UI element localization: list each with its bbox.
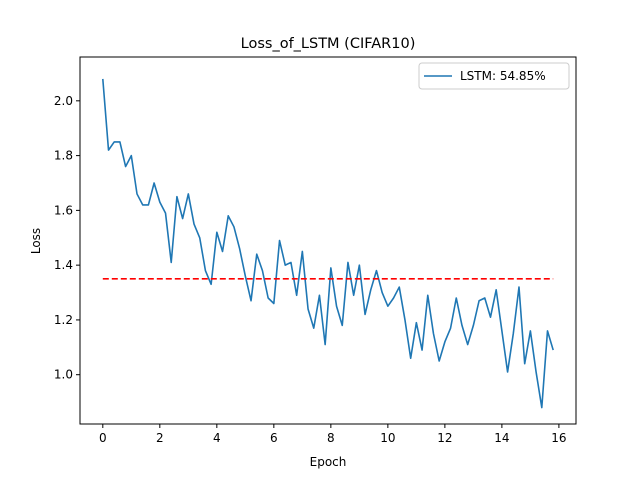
y-tick-label: 1.0 — [54, 368, 73, 382]
x-tick-label: 14 — [494, 431, 509, 445]
plot-area — [102, 78, 554, 409]
y-tick-label: 2.0 — [54, 94, 73, 108]
x-tick-label: 16 — [551, 431, 566, 445]
legend: LSTM: 54.85% — [418, 62, 570, 90]
legend-entry-lstm: LSTM: 54.85% — [460, 69, 546, 83]
legend-box — [418, 62, 570, 90]
y-axis-label: Loss — [29, 228, 43, 254]
y-tick-label: 1.8 — [54, 149, 73, 163]
x-tick-label: 10 — [380, 431, 395, 445]
x-tick-label: 0 — [99, 431, 107, 445]
series-line-lstm — [102, 78, 554, 409]
y-axis: 1.0 1.2 1.4 1.6 1.8 2.0 — [54, 94, 80, 382]
chart-title: Loss_of_LSTM (CIFAR10) — [241, 36, 416, 52]
x-axis: 0 2 4 6 8 10 12 14 16 — [99, 424, 567, 445]
x-tick-label: 2 — [156, 431, 164, 445]
y-tick-label: 1.2 — [54, 313, 73, 327]
x-tick-label: 12 — [437, 431, 452, 445]
y-tick-label: 1.6 — [54, 203, 73, 217]
x-tick-label: 6 — [270, 431, 278, 445]
x-tick-label: 4 — [213, 431, 221, 445]
axes-frame — [79, 56, 577, 425]
x-tick-label: 8 — [327, 431, 335, 445]
x-axis-label: Epoch — [310, 455, 347, 469]
y-tick-label: 1.4 — [54, 258, 73, 272]
